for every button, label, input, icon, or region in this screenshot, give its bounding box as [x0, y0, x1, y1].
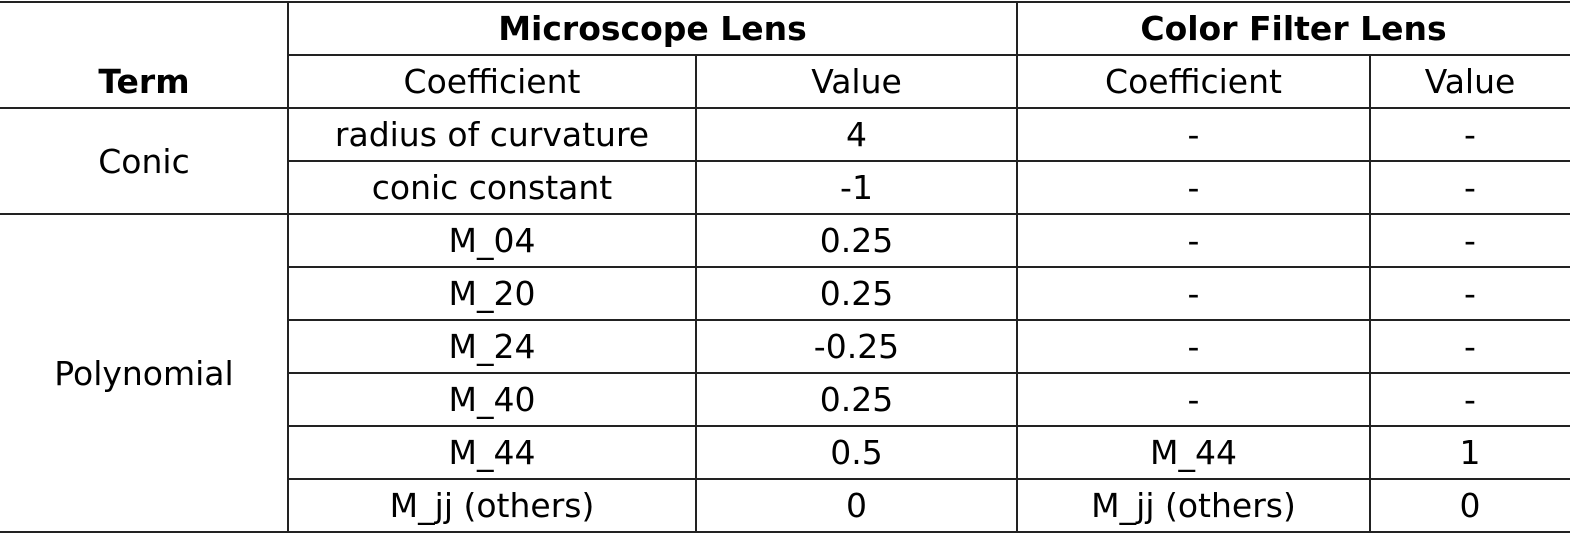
table-cell: M_24 [448, 327, 536, 366]
border-line [0, 107, 1570, 109]
border-line [287, 2, 289, 532]
table-cell: - [1464, 380, 1476, 419]
table-cell: M_20 [448, 274, 536, 313]
table-cell: conic constant [371, 168, 613, 207]
header-column: Value [1424, 62, 1516, 101]
table-cell: 0 [1459, 486, 1481, 525]
border-line [1016, 2, 1018, 532]
table-cell: M_40 [448, 380, 536, 419]
header-column: Coefficient [403, 62, 581, 101]
table-cell: 0.25 [819, 274, 894, 313]
table-cell: M_jj (others) [389, 486, 595, 525]
table-cell: - [1464, 115, 1476, 154]
border-line [288, 425, 1570, 427]
table-cell: - [1187, 221, 1200, 260]
table-cell: M_04 [448, 221, 536, 260]
header-group: Color Filter Lens [1140, 9, 1447, 48]
table-cell: - [1187, 274, 1200, 313]
table-cell: 4 [846, 115, 867, 154]
table-cell: M_44 [1150, 433, 1237, 472]
table-cell: -1 [840, 168, 873, 207]
table-cell: - [1464, 274, 1476, 313]
border-line [288, 160, 1570, 162]
border-line [288, 266, 1570, 268]
table-cell: - [1464, 168, 1476, 207]
table-cell: - [1464, 327, 1476, 366]
table-cell: 0.5 [830, 433, 883, 472]
border-line [695, 55, 697, 532]
table-cell: - [1464, 221, 1476, 260]
header-column: Value [811, 62, 902, 101]
table-cell: M_jj (others) [1091, 486, 1296, 525]
border-line [288, 478, 1570, 480]
table-cell: - [1187, 380, 1200, 419]
table-cell: radius of curvature [334, 115, 650, 154]
header-term: Term [98, 62, 190, 101]
border-line [1369, 55, 1371, 532]
table-cell: M_44 [448, 433, 536, 472]
table-cell: - [1187, 168, 1200, 207]
table-cell: -0.25 [813, 327, 900, 366]
border-line [288, 319, 1570, 321]
header-column: Coefficient [1105, 62, 1282, 101]
term-label: Conic [98, 141, 190, 181]
term-label: Polynomial [54, 353, 234, 393]
table-cell: 1 [1459, 433, 1481, 472]
table-cell: - [1187, 327, 1200, 366]
table-cell: 0 [846, 486, 867, 525]
border-line [0, 1, 1570, 3]
border-line [0, 213, 1570, 215]
border-line [0, 531, 1570, 533]
border-line [288, 54, 1570, 56]
table-cell: - [1187, 115, 1200, 154]
header-group: Microscope Lens [498, 9, 807, 48]
table-cell: 0.25 [819, 380, 894, 419]
border-line [288, 372, 1570, 374]
table-cell: 0.25 [819, 221, 894, 260]
